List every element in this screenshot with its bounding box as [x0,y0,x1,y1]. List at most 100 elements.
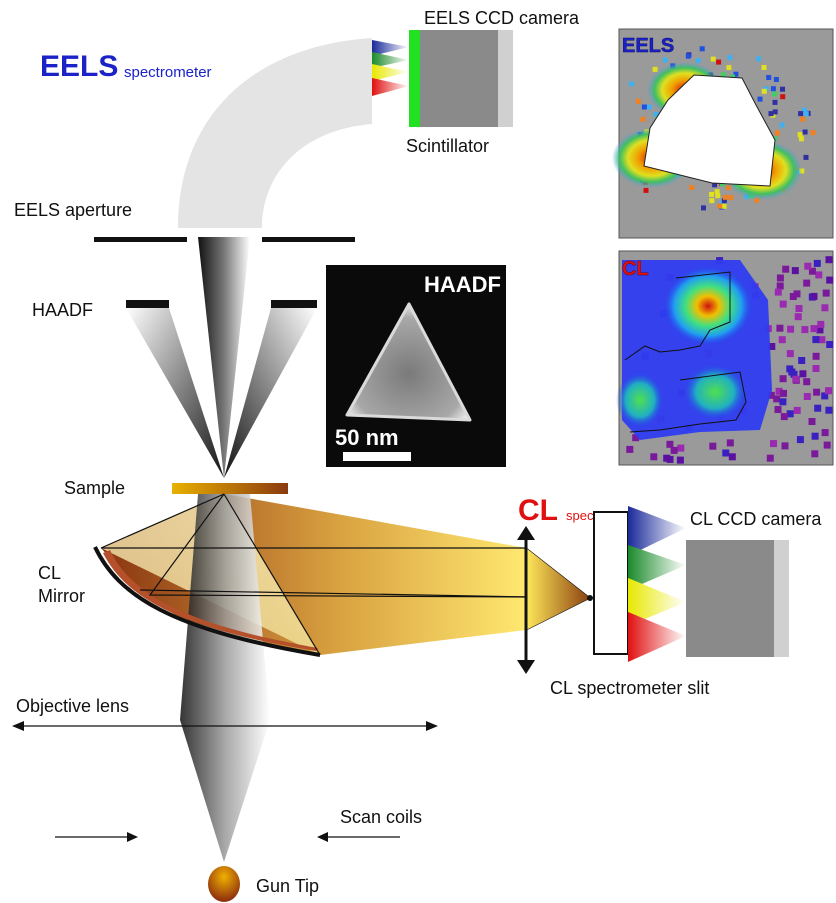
haadf-detector-left [126,300,169,308]
cl-map: CL [616,250,834,466]
cl-dispersion-yellow [628,578,686,626]
eels-map-pixel [699,46,705,52]
cl-map-pixel [780,389,787,397]
eels-map-pixel [801,107,807,113]
eels-map-pixel [754,197,760,203]
cl-map-pixel [670,446,678,454]
cl-ray-lines [100,493,591,656]
eels-map-pixel [653,111,659,117]
cl-mirror-label-2: Mirror [38,586,85,606]
eels-map-pixel [803,111,809,117]
cl-map-pixel [812,352,820,360]
cl-map-pixel [774,406,782,413]
eels-map-pixel [803,154,809,160]
cl-map-pixel [774,288,782,296]
cl-map-pixel [792,375,800,383]
eels-map-pixel [780,94,786,100]
cl-focus-cone [526,548,590,630]
haadf-image-title: HAADF [424,272,501,297]
eels-map-pixel [772,109,778,115]
cl-map-pixel [666,440,674,448]
cl-map-pixel [826,276,834,284]
gun-tip [208,866,240,902]
cl-map-pixel [677,444,685,452]
cl-map-pixel [822,289,830,297]
cl-dispersion-green [628,545,686,590]
cl-ccd-camera-edge [774,540,789,657]
haadf-detector-right [271,300,317,308]
cl-map-pixel [796,436,804,444]
cl-map-pixel [816,326,824,334]
eels-map-pixel [716,59,722,65]
cl-map-pixel [811,450,819,458]
cl-map-pixel [793,406,801,414]
cl-map-pixel [808,418,816,425]
cl-map-pixel [813,388,821,396]
eels-map-pixel [635,98,641,104]
cl-map-pixel [781,442,789,450]
cl-map-pixel [650,453,658,461]
haadf-label: HAADF [32,300,93,320]
eels-map-title: EELS [622,35,674,57]
cl-map-pixel [794,313,802,321]
cl-map-pixel [821,392,829,400]
cl-dispersion-red [628,612,686,662]
cl-map-pixel [823,441,831,449]
eels-aperture-right [262,237,355,242]
eels-map-pixel [800,116,806,122]
eels-map-pixel [772,91,778,97]
cl-lens-arrow-bottom [517,660,535,674]
eels-prism-arc [178,38,372,228]
eels-map-pixel [628,81,634,87]
cl-map-pixel [799,370,807,378]
haadf-cone-right [224,308,317,478]
cl-map-pixel [811,432,819,440]
eels-map-pixel [719,200,725,206]
cl-map-pixel [817,320,825,328]
cl-map-pixel [787,325,795,333]
cl-map-pixel [632,434,640,442]
eels-map-pixel [721,198,727,204]
eels-aperture-label: EELS aperture [14,200,132,220]
haadf-scale-bar [343,452,411,461]
cl-map-pixel [810,292,818,300]
cl-map-pixel [813,259,821,267]
cl-map-pixel [766,454,774,462]
cl-map-pixel [786,410,794,418]
cl-map-pixel [626,445,634,453]
eels-ccd-label: EELS CCD camera [424,8,580,28]
eels-dispersion-red [372,78,409,96]
cl-map-pixel [779,398,787,406]
eels-dispersion-green [372,52,409,68]
eels-map-pixel [772,99,778,105]
cl-map-pixel [709,442,717,450]
eels-map-pixel [726,185,732,191]
eels-map-pixel [720,72,726,78]
cl-map-pixel [776,324,784,332]
eels-map-pixel [710,56,716,62]
cl-map-pixel [728,453,736,461]
eels-title: EELS [40,50,118,83]
sample [172,483,288,494]
cl-mirror [93,546,321,657]
eels-ccd-camera-edge [498,30,513,127]
cl-map-pixel [814,404,822,412]
cl-map-pixel [793,290,801,298]
eels-map-pixel [701,205,706,211]
eels-map-pixel [652,66,658,72]
cl-map-pixel [786,350,794,358]
cl-map-pixel [676,456,684,464]
cl-map-pixel [779,375,787,383]
cl-map-pixel [666,455,674,463]
eels-map-pixel [641,104,647,110]
cl-map-pixel [789,293,797,300]
cl-focus-point [587,595,593,601]
eels-map-pixel [685,53,691,59]
eels-map-pixel [756,56,762,62]
eels-map-pixel [768,111,774,117]
eels-map-pixel [774,130,780,136]
eels-map-pixel [714,189,720,195]
cl-map-pixel [815,271,823,279]
objective-lens-label: Objective lens [16,696,129,716]
eels-map-pixel [779,122,785,128]
